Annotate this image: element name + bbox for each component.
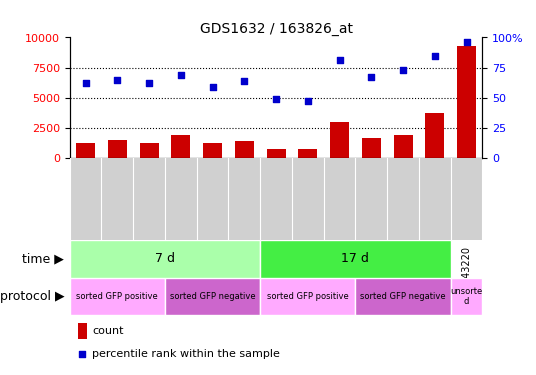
Bar bbox=[451, 278, 482, 315]
Point bbox=[272, 96, 280, 102]
Text: sorted GFP negative: sorted GFP negative bbox=[360, 292, 446, 301]
Bar bbox=[70, 278, 165, 315]
Point bbox=[367, 74, 376, 80]
Text: sorted GFP positive: sorted GFP positive bbox=[77, 292, 158, 301]
Point bbox=[335, 57, 344, 63]
Point bbox=[303, 98, 312, 104]
Point bbox=[240, 78, 249, 84]
Point bbox=[145, 80, 153, 86]
Point bbox=[430, 53, 439, 58]
Bar bbox=[260, 278, 355, 315]
Point bbox=[209, 84, 217, 90]
Bar bbox=[355, 278, 451, 315]
Bar bbox=[260, 240, 451, 278]
Point bbox=[81, 80, 90, 86]
Title: GDS1632 / 163826_at: GDS1632 / 163826_at bbox=[199, 22, 353, 36]
Text: unsorte
d: unsorte d bbox=[450, 286, 482, 306]
Bar bbox=[108, 140, 127, 158]
Point bbox=[399, 67, 407, 73]
Bar bbox=[70, 240, 260, 278]
Text: sorted GFP negative: sorted GFP negative bbox=[170, 292, 255, 301]
Bar bbox=[266, 149, 286, 158]
Bar bbox=[393, 135, 413, 158]
Text: time ▶: time ▶ bbox=[23, 252, 64, 265]
Text: protocol ▶: protocol ▶ bbox=[0, 290, 64, 303]
Bar bbox=[203, 143, 222, 158]
Bar bbox=[78, 323, 87, 339]
Bar bbox=[457, 46, 476, 158]
Bar bbox=[425, 113, 444, 158]
Point bbox=[462, 39, 471, 45]
Bar bbox=[235, 141, 254, 158]
Text: sorted GFP positive: sorted GFP positive bbox=[267, 292, 348, 301]
Point bbox=[78, 351, 87, 357]
Bar bbox=[172, 135, 190, 158]
Text: count: count bbox=[92, 326, 124, 336]
Bar bbox=[330, 122, 349, 158]
Text: percentile rank within the sample: percentile rank within the sample bbox=[92, 350, 280, 359]
Bar bbox=[298, 149, 317, 158]
Bar bbox=[139, 143, 159, 158]
Bar bbox=[76, 143, 95, 158]
Text: 17 d: 17 d bbox=[341, 252, 369, 265]
Bar bbox=[165, 278, 260, 315]
Point bbox=[176, 72, 185, 78]
Text: 7 d: 7 d bbox=[155, 252, 175, 265]
Bar bbox=[362, 138, 381, 158]
Point bbox=[113, 76, 122, 82]
